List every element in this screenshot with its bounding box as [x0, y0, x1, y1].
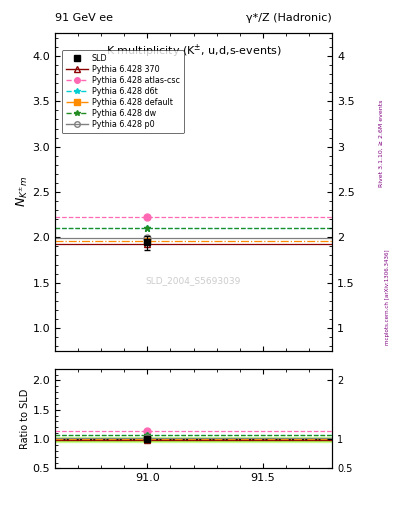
Bar — [55, 437, 332, 442]
Legend: SLD, Pythia 6.428 370, Pythia 6.428 atlas-csc, Pythia 6.428 d6t, Pythia 6.428 de: SLD, Pythia 6.428 370, Pythia 6.428 atla… — [62, 50, 184, 133]
Text: SLD_2004_S5693039: SLD_2004_S5693039 — [146, 276, 241, 285]
Bar — [55, 438, 332, 441]
Text: mcplots.cern.ch [arXiv:1306.3436]: mcplots.cern.ch [arXiv:1306.3436] — [385, 249, 389, 345]
Y-axis label: Ratio to SLD: Ratio to SLD — [20, 389, 29, 449]
Text: 91 GeV ee: 91 GeV ee — [55, 13, 113, 23]
Text: Rivet 3.1.10, ≥ 2.6M events: Rivet 3.1.10, ≥ 2.6M events — [379, 100, 384, 187]
Text: γ*/Z (Hadronic): γ*/Z (Hadronic) — [246, 13, 332, 23]
Text: K multiplicity (K$^{\pm}$, u,d,s-events): K multiplicity (K$^{\pm}$, u,d,s-events) — [106, 43, 281, 60]
Y-axis label: $N_{K^{\pm}m}$: $N_{K^{\pm}m}$ — [15, 177, 29, 207]
